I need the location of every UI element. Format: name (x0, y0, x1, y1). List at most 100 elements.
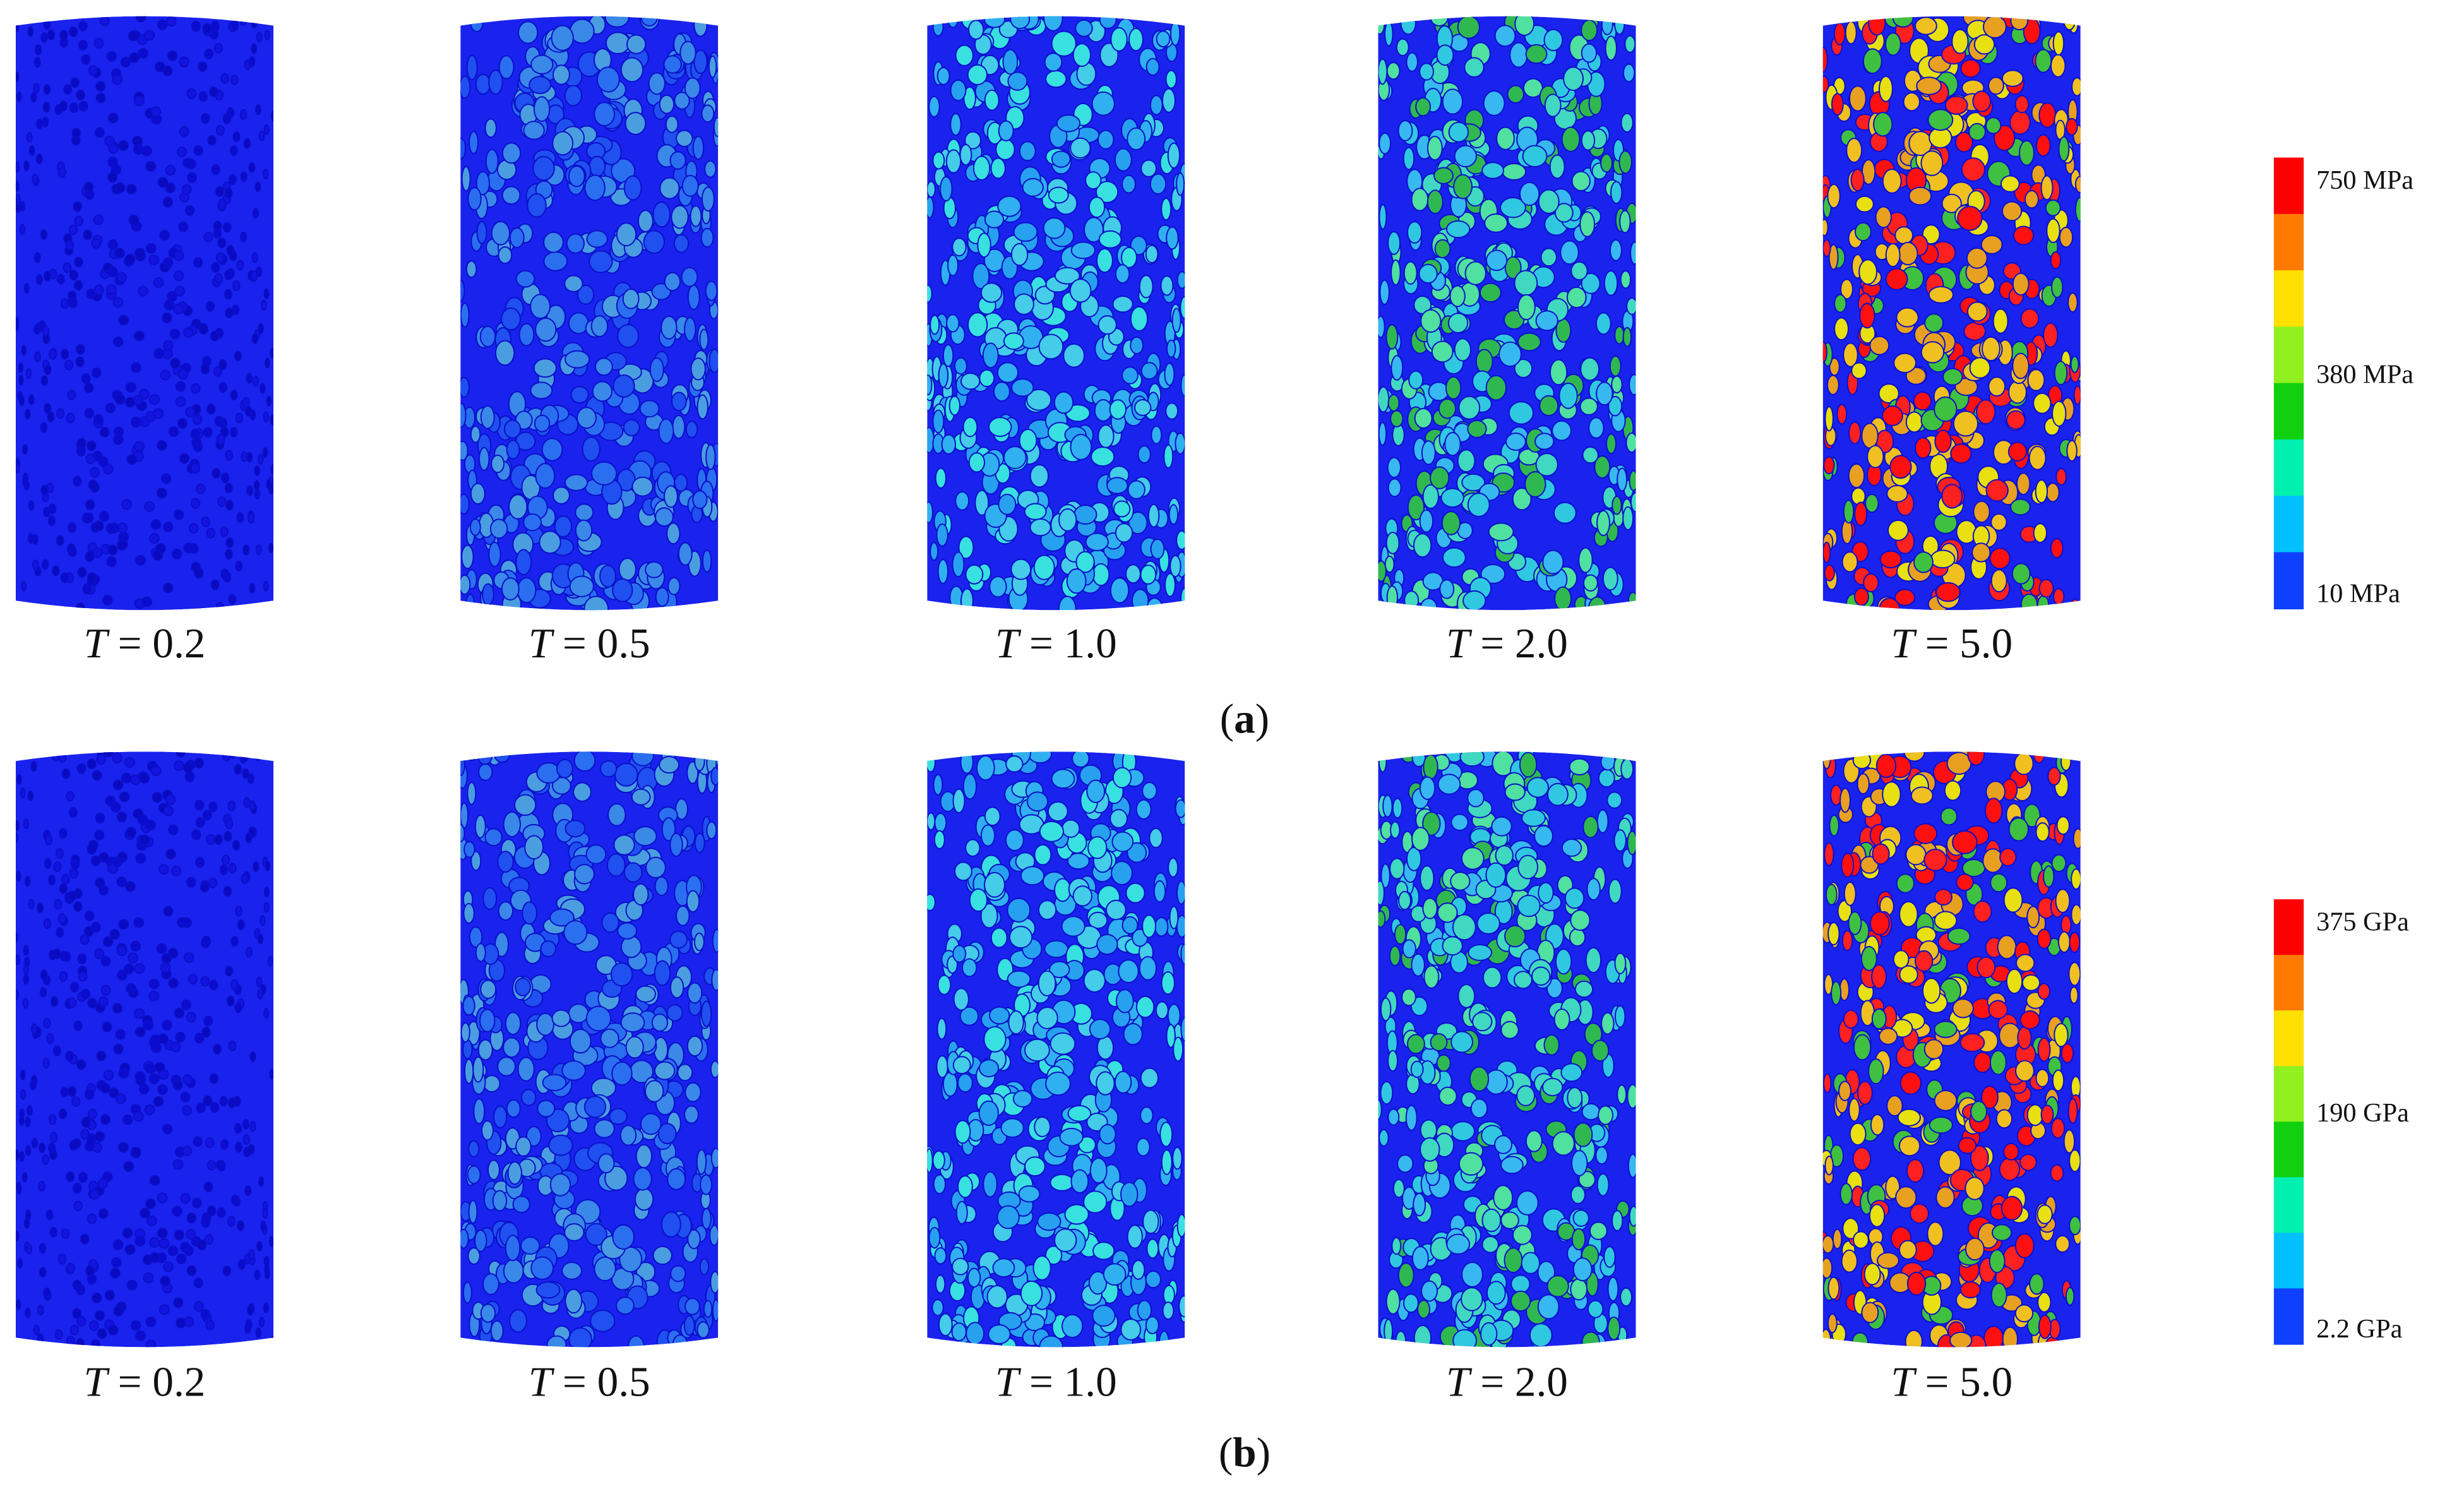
grain (250, 43, 258, 54)
grain (1841, 1249, 1858, 1273)
grain (122, 1228, 133, 1239)
grain (461, 544, 474, 570)
grain (201, 1027, 211, 1038)
grain (640, 16, 658, 27)
grain (224, 830, 232, 842)
grain (200, 882, 210, 893)
grain (1601, 16, 1613, 35)
grain (149, 394, 160, 405)
grain (41, 116, 49, 128)
grain (171, 548, 182, 559)
grain (676, 129, 693, 147)
grain (1026, 791, 1049, 812)
grain (551, 1009, 571, 1027)
grain (130, 1320, 141, 1331)
grain (543, 231, 564, 253)
grain (21, 444, 28, 455)
grain (601, 912, 619, 933)
grain (1860, 856, 1879, 874)
grain (1967, 751, 1985, 766)
grain (1924, 313, 1944, 333)
grain (2040, 175, 2054, 201)
colorbar-label: 380 MPa (2316, 359, 2413, 389)
grain (1549, 154, 1565, 179)
grain (503, 1037, 521, 1058)
grain (193, 1136, 203, 1147)
grain (1086, 779, 1106, 803)
grain (984, 210, 1005, 229)
grain (162, 196, 173, 208)
grain (126, 1279, 138, 1291)
grain (218, 359, 227, 370)
grain (1906, 1271, 1927, 1296)
grain (225, 450, 234, 461)
grain (258, 130, 265, 141)
grain (1851, 362, 1867, 380)
grain (1420, 1119, 1438, 1141)
grain (620, 935, 642, 959)
grain (670, 1265, 686, 1283)
grain (1611, 1210, 1624, 1231)
grain (1606, 791, 1623, 809)
grain (482, 1273, 499, 1295)
grain (1822, 75, 1829, 93)
grain (1139, 955, 1157, 981)
grain (203, 1095, 213, 1106)
grain (962, 773, 978, 800)
grain (242, 544, 250, 556)
grain (158, 864, 169, 875)
grain (1516, 1190, 1539, 1216)
grain (255, 544, 262, 556)
grain (270, 110, 274, 121)
grain (1049, 960, 1070, 979)
grain (105, 523, 116, 534)
grain (2010, 16, 2029, 30)
grain (1504, 256, 1522, 280)
grain (193, 257, 203, 268)
grain (1851, 487, 1866, 505)
grain (467, 187, 482, 211)
grain (1517, 854, 1539, 880)
case-value: = 5.0 (1925, 1358, 2012, 1406)
grain (2060, 915, 2072, 935)
grain (1500, 1156, 1524, 1175)
grain (188, 974, 198, 984)
grain (239, 109, 248, 120)
grain (263, 1008, 270, 1019)
grain (230, 145, 238, 157)
grain (1892, 16, 1914, 28)
grain (1822, 341, 1827, 363)
grain (1161, 197, 1172, 221)
grain (1887, 519, 1909, 541)
grain (1379, 132, 1392, 155)
case-symbol: T (1446, 619, 1473, 667)
grain (1378, 1099, 1382, 1120)
grain (254, 104, 261, 116)
grain (84, 407, 95, 419)
grain (503, 811, 521, 838)
grain (514, 978, 531, 996)
grain (1430, 16, 1449, 27)
grain (2001, 69, 2024, 87)
grain (1111, 861, 1133, 885)
grain (699, 328, 709, 350)
grain (62, 951, 71, 962)
grain (1959, 1032, 1985, 1053)
grain (1471, 1012, 1493, 1032)
grain (81, 988, 91, 1000)
grain (16, 1181, 21, 1193)
grain (43, 1017, 51, 1029)
grain (1061, 916, 1085, 937)
grain (266, 395, 272, 407)
grain (27, 1105, 33, 1116)
grain (1378, 910, 1386, 928)
case-value: = 5.0 (1925, 619, 2012, 667)
grain (42, 325, 50, 337)
grain (135, 1071, 146, 1082)
grain (1868, 16, 1886, 36)
grain (1140, 565, 1157, 585)
grain (117, 539, 128, 551)
grain (1137, 445, 1151, 464)
grain (1601, 1012, 1615, 1035)
grain (149, 1237, 160, 1248)
